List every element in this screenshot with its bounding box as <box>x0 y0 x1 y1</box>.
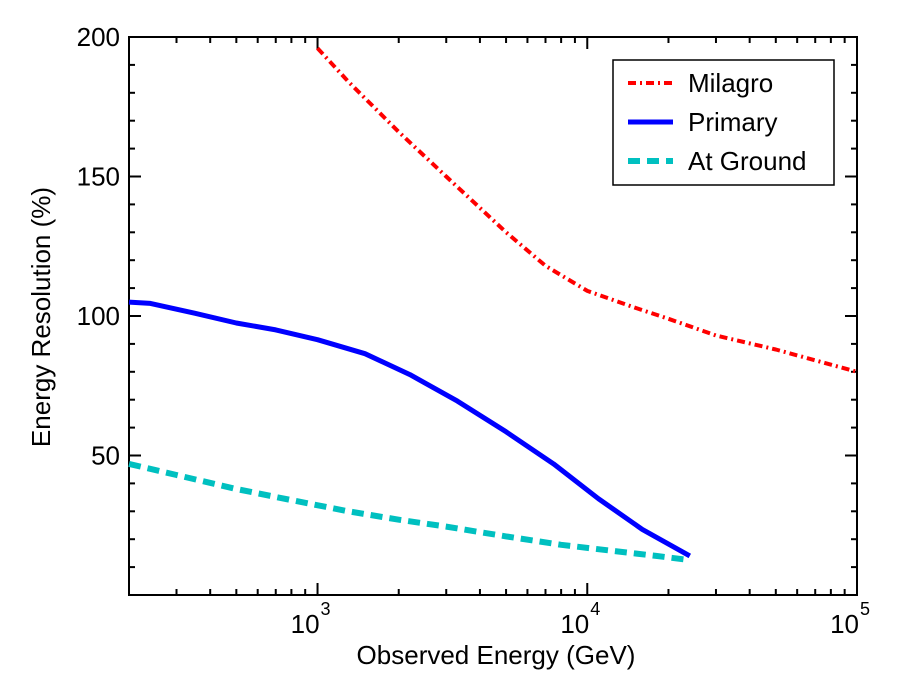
x-tick-label-base: 10 <box>830 609 859 639</box>
x-tick-label-exponent: 3 <box>321 599 331 619</box>
series-line-1 <box>128 299 692 559</box>
y-axis-label: Energy Resolution (%) <box>26 187 56 447</box>
x-tick-label: 10 5 <box>830 599 870 639</box>
y-tick-label: 200 <box>77 22 120 52</box>
legend: Milagro Primary At Ground <box>612 59 835 186</box>
x-tick-label-base: 10 <box>560 609 589 639</box>
y-tick-label: 50 <box>91 441 120 471</box>
series-line-2 <box>128 460 691 564</box>
legend-label-0: Milagro <box>688 68 773 98</box>
x-tick-label-base: 10 <box>291 609 320 639</box>
series-lines <box>128 46 858 564</box>
x-tick-label: 10 3 <box>291 599 331 639</box>
legend-label-1: Primary <box>688 107 778 137</box>
series-line-0 <box>316 46 858 374</box>
legend-label-2: At Ground <box>688 146 807 176</box>
x-tick-label-exponent: 5 <box>860 599 870 619</box>
y-tick-label: 150 <box>77 162 120 192</box>
y-tick-label: 100 <box>77 301 120 331</box>
x-tick-label: 10 4 <box>560 599 600 639</box>
x-tick-label-exponent: 4 <box>590 599 600 619</box>
x-axis-label: Observed Energy (GeV) <box>357 640 636 670</box>
legend-items: Milagro Primary At Ground <box>628 68 807 176</box>
axis-ticks <box>129 37 857 595</box>
